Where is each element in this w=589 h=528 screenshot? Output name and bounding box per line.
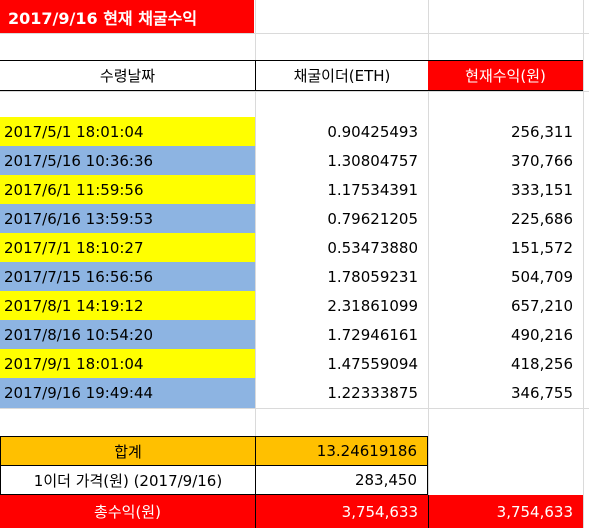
- gridline: [0, 91, 589, 92]
- gridline: [0, 33, 589, 34]
- row-date[interactable]: 2017/8/16 10:54:20: [0, 320, 255, 349]
- row-mined[interactable]: 1.72946161: [327, 325, 418, 344]
- row-mined[interactable]: 1.30804757: [327, 151, 418, 170]
- row-profit[interactable]: 657,210: [510, 296, 573, 315]
- row-profit[interactable]: 346,755: [510, 384, 573, 402]
- grand-total-value-right[interactable]: 3,754,633: [428, 495, 583, 528]
- row-mined[interactable]: 1.17534391: [327, 180, 418, 199]
- row-date[interactable]: 2017/5/1 18:01:04: [0, 117, 255, 146]
- row-profit[interactable]: 333,151: [510, 180, 573, 199]
- row-mined[interactable]: 2.31861099: [327, 296, 418, 315]
- row-date[interactable]: 2017/7/15 16:56:56: [0, 262, 255, 291]
- row-mined[interactable]: 0.53473880: [327, 238, 418, 257]
- total-label[interactable]: 합계: [0, 436, 255, 466]
- gridline: [0, 408, 589, 409]
- row-profit[interactable]: 490,216: [510, 325, 573, 344]
- gridline: [583, 0, 584, 528]
- grand-total-value[interactable]: 3,754,633: [255, 495, 428, 528]
- row-date[interactable]: 2017/9/16 19:49:44: [0, 378, 255, 408]
- row-date[interactable]: 2017/8/1 14:19:12: [0, 291, 255, 320]
- row-date[interactable]: 2017/5/16 10:36:36: [0, 146, 255, 175]
- row-mined[interactable]: 1.47559094: [327, 354, 418, 373]
- row-date[interactable]: 2017/7/1 18:10:27: [0, 233, 255, 262]
- row-date[interactable]: 2017/9/1 18:01:04: [0, 349, 255, 378]
- row-mined[interactable]: 1.78059231: [327, 267, 418, 286]
- gridline: [428, 0, 429, 528]
- grand-total-label[interactable]: 총수익(원): [0, 495, 255, 528]
- row-profit[interactable]: 151,572: [510, 238, 573, 257]
- header-date[interactable]: 수령날짜: [0, 60, 255, 91]
- gridline: [255, 0, 256, 528]
- row-profit[interactable]: 418,256: [510, 354, 573, 373]
- row-profit[interactable]: 370,766: [510, 151, 573, 170]
- row-date[interactable]: 2017/6/16 13:59:53: [0, 204, 255, 233]
- row-mined[interactable]: 0.90425493: [327, 122, 418, 141]
- eth-price-label[interactable]: 1이더 가격(원) (2017/9/16): [0, 466, 255, 495]
- row-date[interactable]: 2017/6/1 11:59:56: [0, 175, 255, 204]
- header-current-profit[interactable]: 현재수익(원): [428, 60, 583, 91]
- row-profit[interactable]: 225,686: [510, 209, 573, 228]
- eth-price-value[interactable]: 283,450: [255, 466, 428, 495]
- row-profit[interactable]: 256,311: [510, 122, 573, 141]
- total-mined-value[interactable]: 13.24619186: [255, 436, 428, 466]
- row-mined[interactable]: 1.22333875: [327, 384, 418, 402]
- sheet-title[interactable]: 2017/9/16 현재 채굴수익: [0, 0, 254, 33]
- row-profit[interactable]: 504,709: [510, 267, 573, 286]
- row-mined[interactable]: 0.79621205: [327, 209, 418, 228]
- header-mined-eth[interactable]: 채굴이더(ETH): [255, 60, 428, 91]
